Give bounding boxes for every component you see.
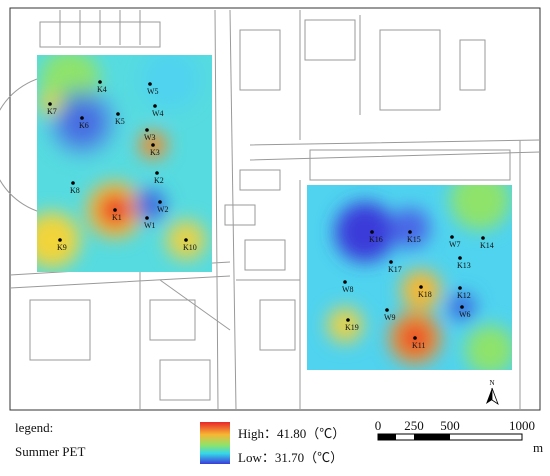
point-label: K17 [388,265,402,274]
point-label: K8 [70,186,80,195]
point-label: K13 [457,261,471,270]
legend-high: High：41.80（℃） [238,426,345,441]
point-marker [148,82,152,86]
point-label: K15 [407,235,421,244]
north-arrow [486,387,499,406]
point-marker [153,104,157,108]
point-marker [385,308,389,312]
scale-tick-label: 0 [375,418,382,433]
point-marker [155,171,159,175]
point-label: W6 [459,310,471,319]
point-marker [458,256,462,260]
scale-bar [377,433,523,441]
point-marker [145,216,149,220]
point-label: W7 [449,240,461,249]
point-label: W1 [144,221,156,230]
point-marker [481,236,485,240]
point-label: K14 [480,241,494,250]
point-label: W2 [157,205,169,214]
point-marker [450,235,454,239]
point-label: W5 [147,87,159,96]
point-marker [58,238,62,242]
point-label: K18 [418,290,432,299]
point-marker [458,286,462,290]
point-marker [408,230,412,234]
point-marker [71,181,75,185]
point-label: K6 [79,121,89,130]
point-marker [460,305,464,309]
point-label: K7 [47,107,57,116]
point-label: K5 [115,117,125,126]
point-marker [151,143,155,147]
point-marker [48,102,52,106]
point-label: K4 [97,85,107,94]
point-marker [370,230,374,234]
point-marker [413,336,417,340]
point-label: K3 [150,148,160,157]
point-label: W3 [144,133,156,142]
point-marker [145,128,149,132]
point-label: W4 [152,109,164,118]
scale-tick-label: 500 [440,418,460,433]
legend-item: Summer PET [15,444,85,459]
point-marker [113,208,117,212]
point-marker [343,280,347,284]
scale-unit: m [533,440,543,455]
scale-tick-label: 250 [404,418,424,433]
point-label: K19 [345,323,359,332]
heat-left [37,55,212,272]
legend-low: Low：31.70（℃） [238,450,343,465]
point-marker [419,285,423,289]
north-label: N [489,379,494,387]
point-label: W8 [342,285,354,294]
point-label: K16 [369,235,383,244]
point-label: K12 [457,291,471,300]
point-marker [389,260,393,264]
sample-points: K4 W5 K7 K6 K5 W4 W3 K3 K2 K8 W2 K1 W1 K9 K10 K16 K15 W7 K… [47,80,494,350]
point-marker [98,80,102,84]
point-label: K10 [183,243,197,252]
heat-right [307,185,512,370]
point-label: K9 [57,243,67,252]
point-label: K2 [154,176,164,185]
legend-title: legend: [15,420,53,435]
point-label: K1 [112,213,122,222]
legend-ramp [200,422,230,464]
point-marker [158,200,162,204]
scale-tick-label: 1000 [509,418,535,433]
point-label: K11 [412,341,425,350]
point-marker [116,112,120,116]
point-label: W9 [384,313,396,322]
point-marker [80,116,84,120]
point-marker [184,238,188,242]
point-marker [346,318,350,322]
